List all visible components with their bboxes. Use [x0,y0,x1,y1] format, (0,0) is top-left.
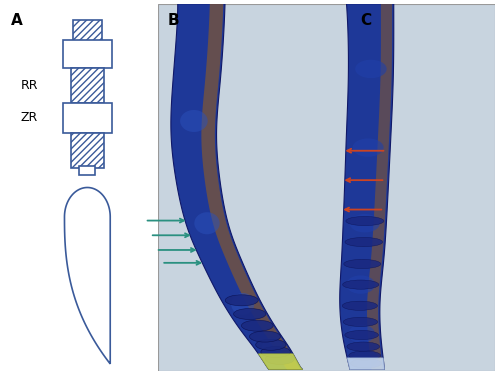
Text: B: B [168,13,179,28]
Ellipse shape [345,330,378,340]
Ellipse shape [231,293,254,315]
Ellipse shape [250,331,280,342]
Polygon shape [202,4,301,369]
Ellipse shape [352,350,378,368]
Ellipse shape [344,260,381,268]
Ellipse shape [225,295,258,306]
Ellipse shape [350,214,380,232]
Ellipse shape [350,359,382,368]
Ellipse shape [346,275,375,294]
Ellipse shape [234,309,266,320]
Bar [63,103,112,133]
Bar [70,68,104,103]
Bar [70,133,104,168]
Polygon shape [171,4,302,369]
Ellipse shape [352,138,384,157]
Ellipse shape [355,60,386,78]
Polygon shape [258,354,302,369]
Ellipse shape [266,354,294,364]
Ellipse shape [349,351,380,360]
Text: RR: RR [20,79,38,92]
Ellipse shape [261,346,290,357]
Ellipse shape [194,212,220,234]
Ellipse shape [242,320,273,331]
Text: ZR: ZR [20,111,38,124]
Bar [80,166,96,176]
Bar [73,20,102,40]
Ellipse shape [342,280,379,289]
Ellipse shape [342,301,378,310]
Polygon shape [340,4,394,369]
Ellipse shape [347,342,380,351]
Bar [63,40,112,68]
Ellipse shape [180,110,208,132]
Ellipse shape [348,325,375,343]
Text: C: C [360,13,371,28]
Ellipse shape [262,338,283,360]
Polygon shape [64,188,110,364]
Ellipse shape [343,317,378,327]
Polygon shape [367,4,392,369]
Text: A: A [11,13,23,28]
Ellipse shape [256,339,286,350]
Ellipse shape [345,237,383,247]
Ellipse shape [346,216,384,226]
Polygon shape [347,358,385,369]
